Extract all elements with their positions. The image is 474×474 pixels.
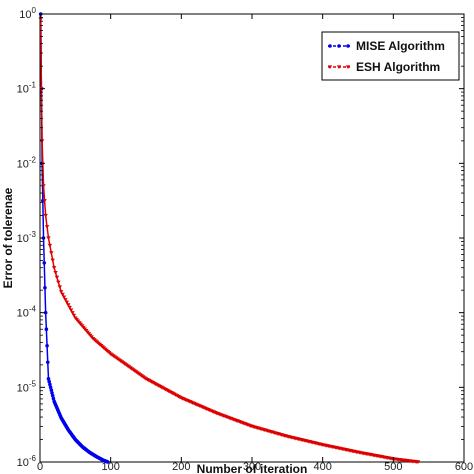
x-tick-label: 500 [384, 461, 402, 473]
data-point [48, 382, 52, 387]
x-tick-label: 400 [313, 461, 331, 473]
data-point [48, 385, 53, 390]
y-tick-label: 10-5 [17, 379, 37, 394]
data-point [46, 236, 51, 240]
y-axis-ticks: 10-6 10-5 10-4 10-3 10-2 10-1 100 [17, 6, 464, 469]
data-point [61, 295, 67, 300]
data-point [51, 396, 56, 401]
series-mise [38, 12, 110, 464]
data-point [50, 393, 55, 398]
data-point [54, 275, 60, 280]
y-tick-label: 10-3 [17, 230, 37, 245]
data-point [45, 343, 49, 348]
legend-label: ESH Algorithm [356, 60, 440, 74]
data-point [51, 266, 57, 270]
data-point [41, 184, 46, 188]
data-point [43, 213, 48, 218]
y-tick-label: 10-6 [17, 454, 37, 469]
data-point [59, 290, 64, 294]
data-point [47, 379, 51, 384]
data-point [50, 258, 55, 263]
legend-label: MISE Algorithm [356, 39, 445, 53]
data-point [106, 460, 110, 464]
data-point [70, 311, 75, 315]
y-axis-label: Error of tolerenae [1, 187, 15, 288]
data-point [68, 308, 74, 313]
data-point [42, 261, 47, 265]
data-point [66, 303, 71, 307]
x-tick-label: 600 [455, 461, 473, 473]
y-tick-label: 10-2 [17, 155, 37, 170]
legend-item: ESH Algorithm [327, 60, 440, 74]
legend-marker [345, 65, 351, 69]
y-tick-label: 10-1 [17, 81, 37, 96]
data-point [50, 391, 54, 395]
data-point [43, 310, 48, 315]
data-point [42, 199, 47, 203]
y-tick-label: 100 [19, 6, 36, 21]
data-point [63, 298, 68, 302]
data-point [47, 243, 53, 248]
series-layer [38, 12, 421, 464]
data-point [53, 270, 58, 275]
data-point [46, 377, 51, 381]
x-tick-label: 200 [172, 461, 190, 473]
legend-marker [328, 44, 332, 48]
data-point [43, 285, 47, 290]
legend-marker [327, 65, 333, 69]
x-tick-label: 100 [101, 461, 119, 473]
x-axis-ticks: 0 100 200 300 400 500 600 [37, 14, 473, 473]
data-point [60, 292, 65, 297]
data-point [67, 305, 72, 310]
legend-marker [336, 65, 342, 69]
legend-item: MISE Algorithm [328, 39, 445, 53]
legend-marker [337, 44, 341, 48]
data-point [71, 313, 77, 318]
x-tick-label: 0 [37, 461, 43, 473]
data-point [44, 327, 49, 332]
legend: MISE Algorithm ESH Algorithm [321, 31, 460, 81]
data-point [45, 360, 50, 365]
legend-marker [346, 44, 350, 48]
data-point [57, 285, 62, 290]
data-point [49, 251, 54, 255]
legend-box [321, 31, 460, 81]
y-tick-label: 10-4 [17, 305, 37, 320]
data-point [44, 225, 50, 229]
x-axis-label: Number of iteration [197, 462, 308, 474]
series-esh [38, 17, 421, 464]
x-tick-label: 300 [243, 461, 261, 473]
data-point [56, 280, 61, 285]
data-point [415, 460, 421, 464]
data-point [49, 388, 54, 392]
legend-items: MISE Algorithm ESH Algorithm [327, 39, 445, 74]
data-point [64, 300, 70, 305]
